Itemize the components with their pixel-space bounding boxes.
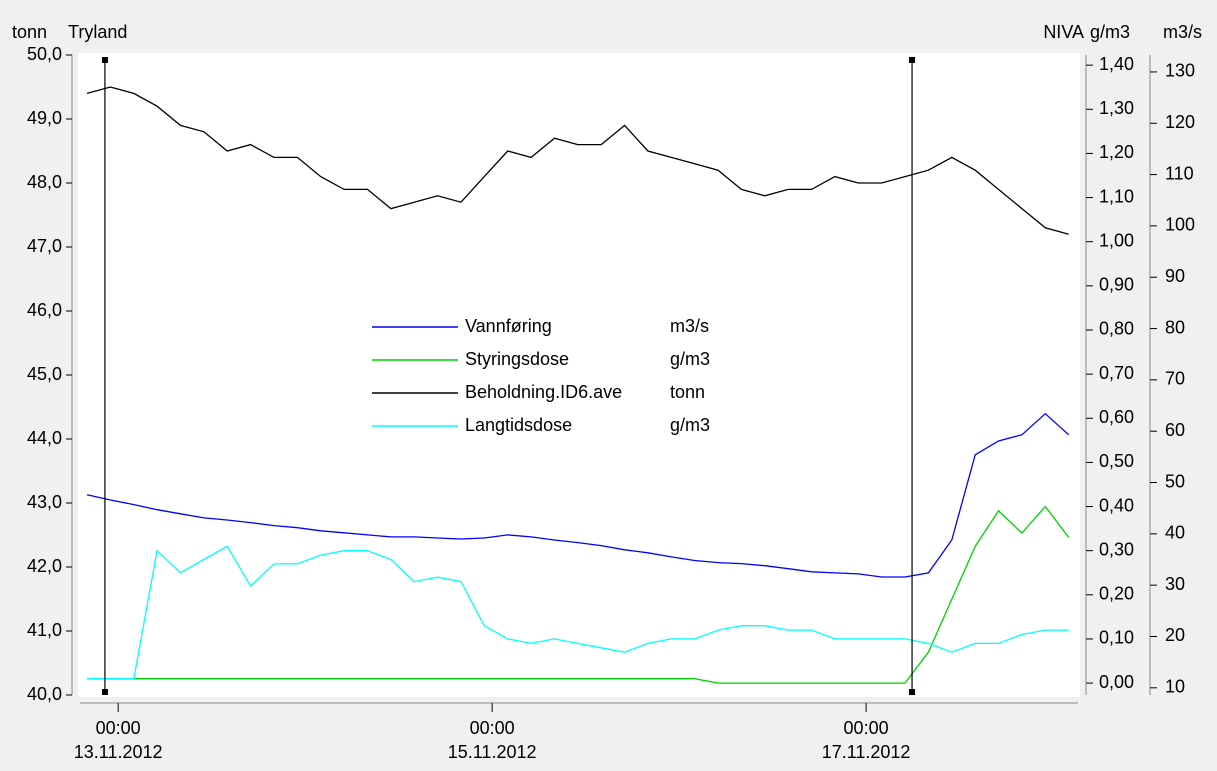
legend-unit: m3/s bbox=[670, 316, 709, 336]
y3-tick-label: 60 bbox=[1165, 420, 1185, 440]
y-tick-label: 44,0 bbox=[27, 428, 62, 448]
chart-title: Tryland bbox=[68, 22, 127, 42]
y2-tick-label: 0,20 bbox=[1099, 584, 1134, 604]
y-tick-label: 49,0 bbox=[27, 108, 62, 128]
legend-unit: g/m3 bbox=[670, 349, 710, 369]
y3-tick-label: 30 bbox=[1165, 574, 1185, 594]
y2-axis-unit: g/m3 bbox=[1090, 22, 1130, 42]
y-tick-label: 43,0 bbox=[27, 492, 62, 512]
y2-tick-label: 0,90 bbox=[1099, 275, 1134, 295]
y3-tick-label: 120 bbox=[1165, 112, 1195, 132]
y-tick-label: 45,0 bbox=[27, 364, 62, 384]
y2-tick-label: 0,60 bbox=[1099, 407, 1134, 427]
y2-tick-label: 1,20 bbox=[1099, 142, 1134, 162]
y-tick-label: 40,0 bbox=[27, 684, 62, 704]
y2-tick-label: 1,40 bbox=[1099, 54, 1134, 74]
y3-tick-label: 10 bbox=[1165, 677, 1185, 697]
y-tick-label: 42,0 bbox=[27, 556, 62, 576]
y-tick-label: 46,0 bbox=[27, 300, 62, 320]
y3-tick-label: 20 bbox=[1165, 625, 1185, 645]
y3-tick-label: 90 bbox=[1165, 266, 1185, 286]
cursor-handle bbox=[101, 689, 108, 695]
y-tick-label: 41,0 bbox=[27, 620, 62, 640]
y3-tick-label: 110 bbox=[1165, 163, 1194, 183]
y2-tick-label: 1,10 bbox=[1099, 186, 1134, 206]
y-tick-label: 47,0 bbox=[27, 236, 62, 256]
cursor-handle bbox=[101, 57, 108, 63]
y2-tick-label: 0,80 bbox=[1099, 319, 1134, 339]
y2-tick-label: 0,10 bbox=[1099, 628, 1134, 648]
y3-tick-label: 70 bbox=[1165, 369, 1185, 389]
y-tick-label: 50,0 bbox=[27, 44, 62, 64]
y2-tick-label: 0,40 bbox=[1099, 495, 1134, 515]
legend-label: Beholdning.ID6.ave bbox=[465, 382, 622, 402]
y-axis-unit: tonn bbox=[12, 22, 47, 42]
cursor-handle bbox=[909, 57, 916, 63]
y3-tick-label: 40 bbox=[1165, 523, 1185, 543]
y2-tick-label: 1,30 bbox=[1099, 98, 1134, 118]
y2-tick-label: 0,50 bbox=[1099, 451, 1134, 471]
x-tick-label: 00:00 17.11.2012 bbox=[821, 718, 911, 762]
x-tick-label: 00:00 13.11.2012 bbox=[73, 718, 163, 762]
legend-label: Styringsdose bbox=[465, 349, 569, 369]
series-line bbox=[87, 505, 1070, 684]
x-tick-label: 00:00 15.11.2012 bbox=[447, 718, 537, 762]
series-line bbox=[86, 412, 1070, 578]
cursor-handle bbox=[909, 689, 916, 695]
y3-tick-label: 80 bbox=[1165, 317, 1185, 337]
y-tick-label: 48,0 bbox=[27, 172, 62, 192]
y3-tick-label: 130 bbox=[1165, 61, 1195, 81]
legend-unit: tonn bbox=[670, 382, 705, 402]
series-line bbox=[86, 86, 1069, 235]
series-line bbox=[87, 545, 1069, 680]
legend-label: Langtidsdose bbox=[465, 415, 572, 435]
y2-tick-label: 0,70 bbox=[1099, 363, 1134, 383]
plot-area bbox=[78, 53, 1080, 697]
y2-tick-label: 1,00 bbox=[1099, 230, 1134, 250]
y3-tick-label: 50 bbox=[1165, 471, 1185, 491]
y3-axis-unit: m3/s bbox=[1163, 22, 1202, 42]
annotation: NIVA bbox=[1043, 22, 1084, 42]
y2-tick-label: 0,00 bbox=[1099, 672, 1134, 692]
y3-tick-label: 100 bbox=[1165, 215, 1195, 235]
legend-label: Vannføring bbox=[465, 316, 552, 336]
y2-tick-label: 0,30 bbox=[1099, 539, 1134, 559]
legend-unit: g/m3 bbox=[670, 415, 710, 435]
